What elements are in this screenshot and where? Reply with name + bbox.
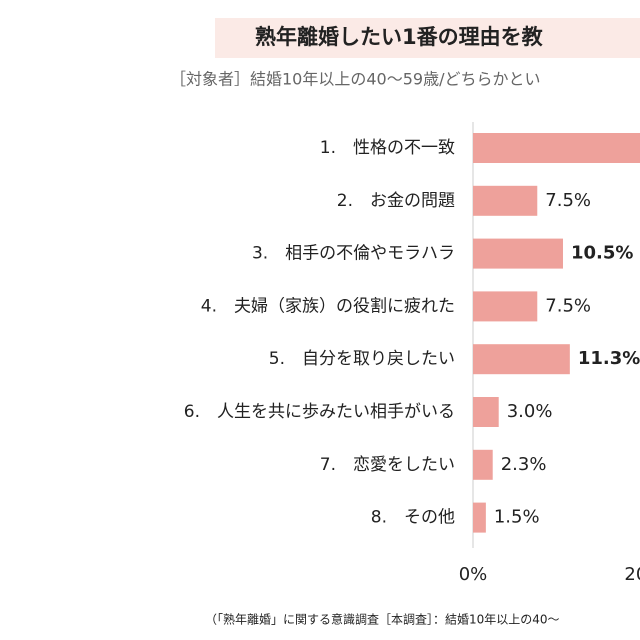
bar	[473, 344, 570, 375]
bar	[473, 291, 538, 322]
bar	[473, 133, 640, 163]
value-label: 1.5%	[494, 507, 540, 528]
category-label: 3. 相手の不倫やモラハラ	[252, 244, 455, 264]
category-label: 4. 夫婦（家族）の役割に疲れた	[201, 296, 455, 316]
value-label: 10.5%	[571, 243, 633, 264]
value-label: 2.3%	[501, 454, 547, 475]
footnote: （「熟年離婚」に関する意識調査［本調査］：結婚10年以上の40～	[205, 612, 560, 627]
value-label: 11.3%	[578, 348, 640, 369]
bar	[473, 397, 499, 427]
bar	[473, 449, 493, 480]
bar	[473, 185, 538, 216]
category-label: 2. お金の問題	[337, 191, 455, 211]
value-label: 3.0%	[507, 401, 553, 422]
x-tick-label: 0%	[459, 564, 488, 585]
category-label: 1. 性格の不一致	[320, 138, 455, 158]
title-bg	[215, 18, 640, 58]
category-label: 6. 人生を共に歩みたい相手がいる	[184, 402, 455, 422]
value-label: 7.5%	[545, 295, 591, 316]
chart-title: 熟年離婚したい1番の理由を教	[255, 25, 544, 49]
chart-subtitle: ［対象者］結婚10年以上の40～59歳/どちらかとい	[170, 70, 540, 89]
category-label: 8. その他	[371, 508, 455, 528]
value-label: 7.5%	[545, 190, 591, 211]
category-label: 7. 恋愛をしたい	[320, 454, 455, 475]
bar	[473, 502, 486, 533]
x-tick-label: 20%	[624, 564, 640, 585]
bar	[473, 238, 563, 269]
category-label: 5. 自分を取り戻したい	[269, 349, 455, 369]
